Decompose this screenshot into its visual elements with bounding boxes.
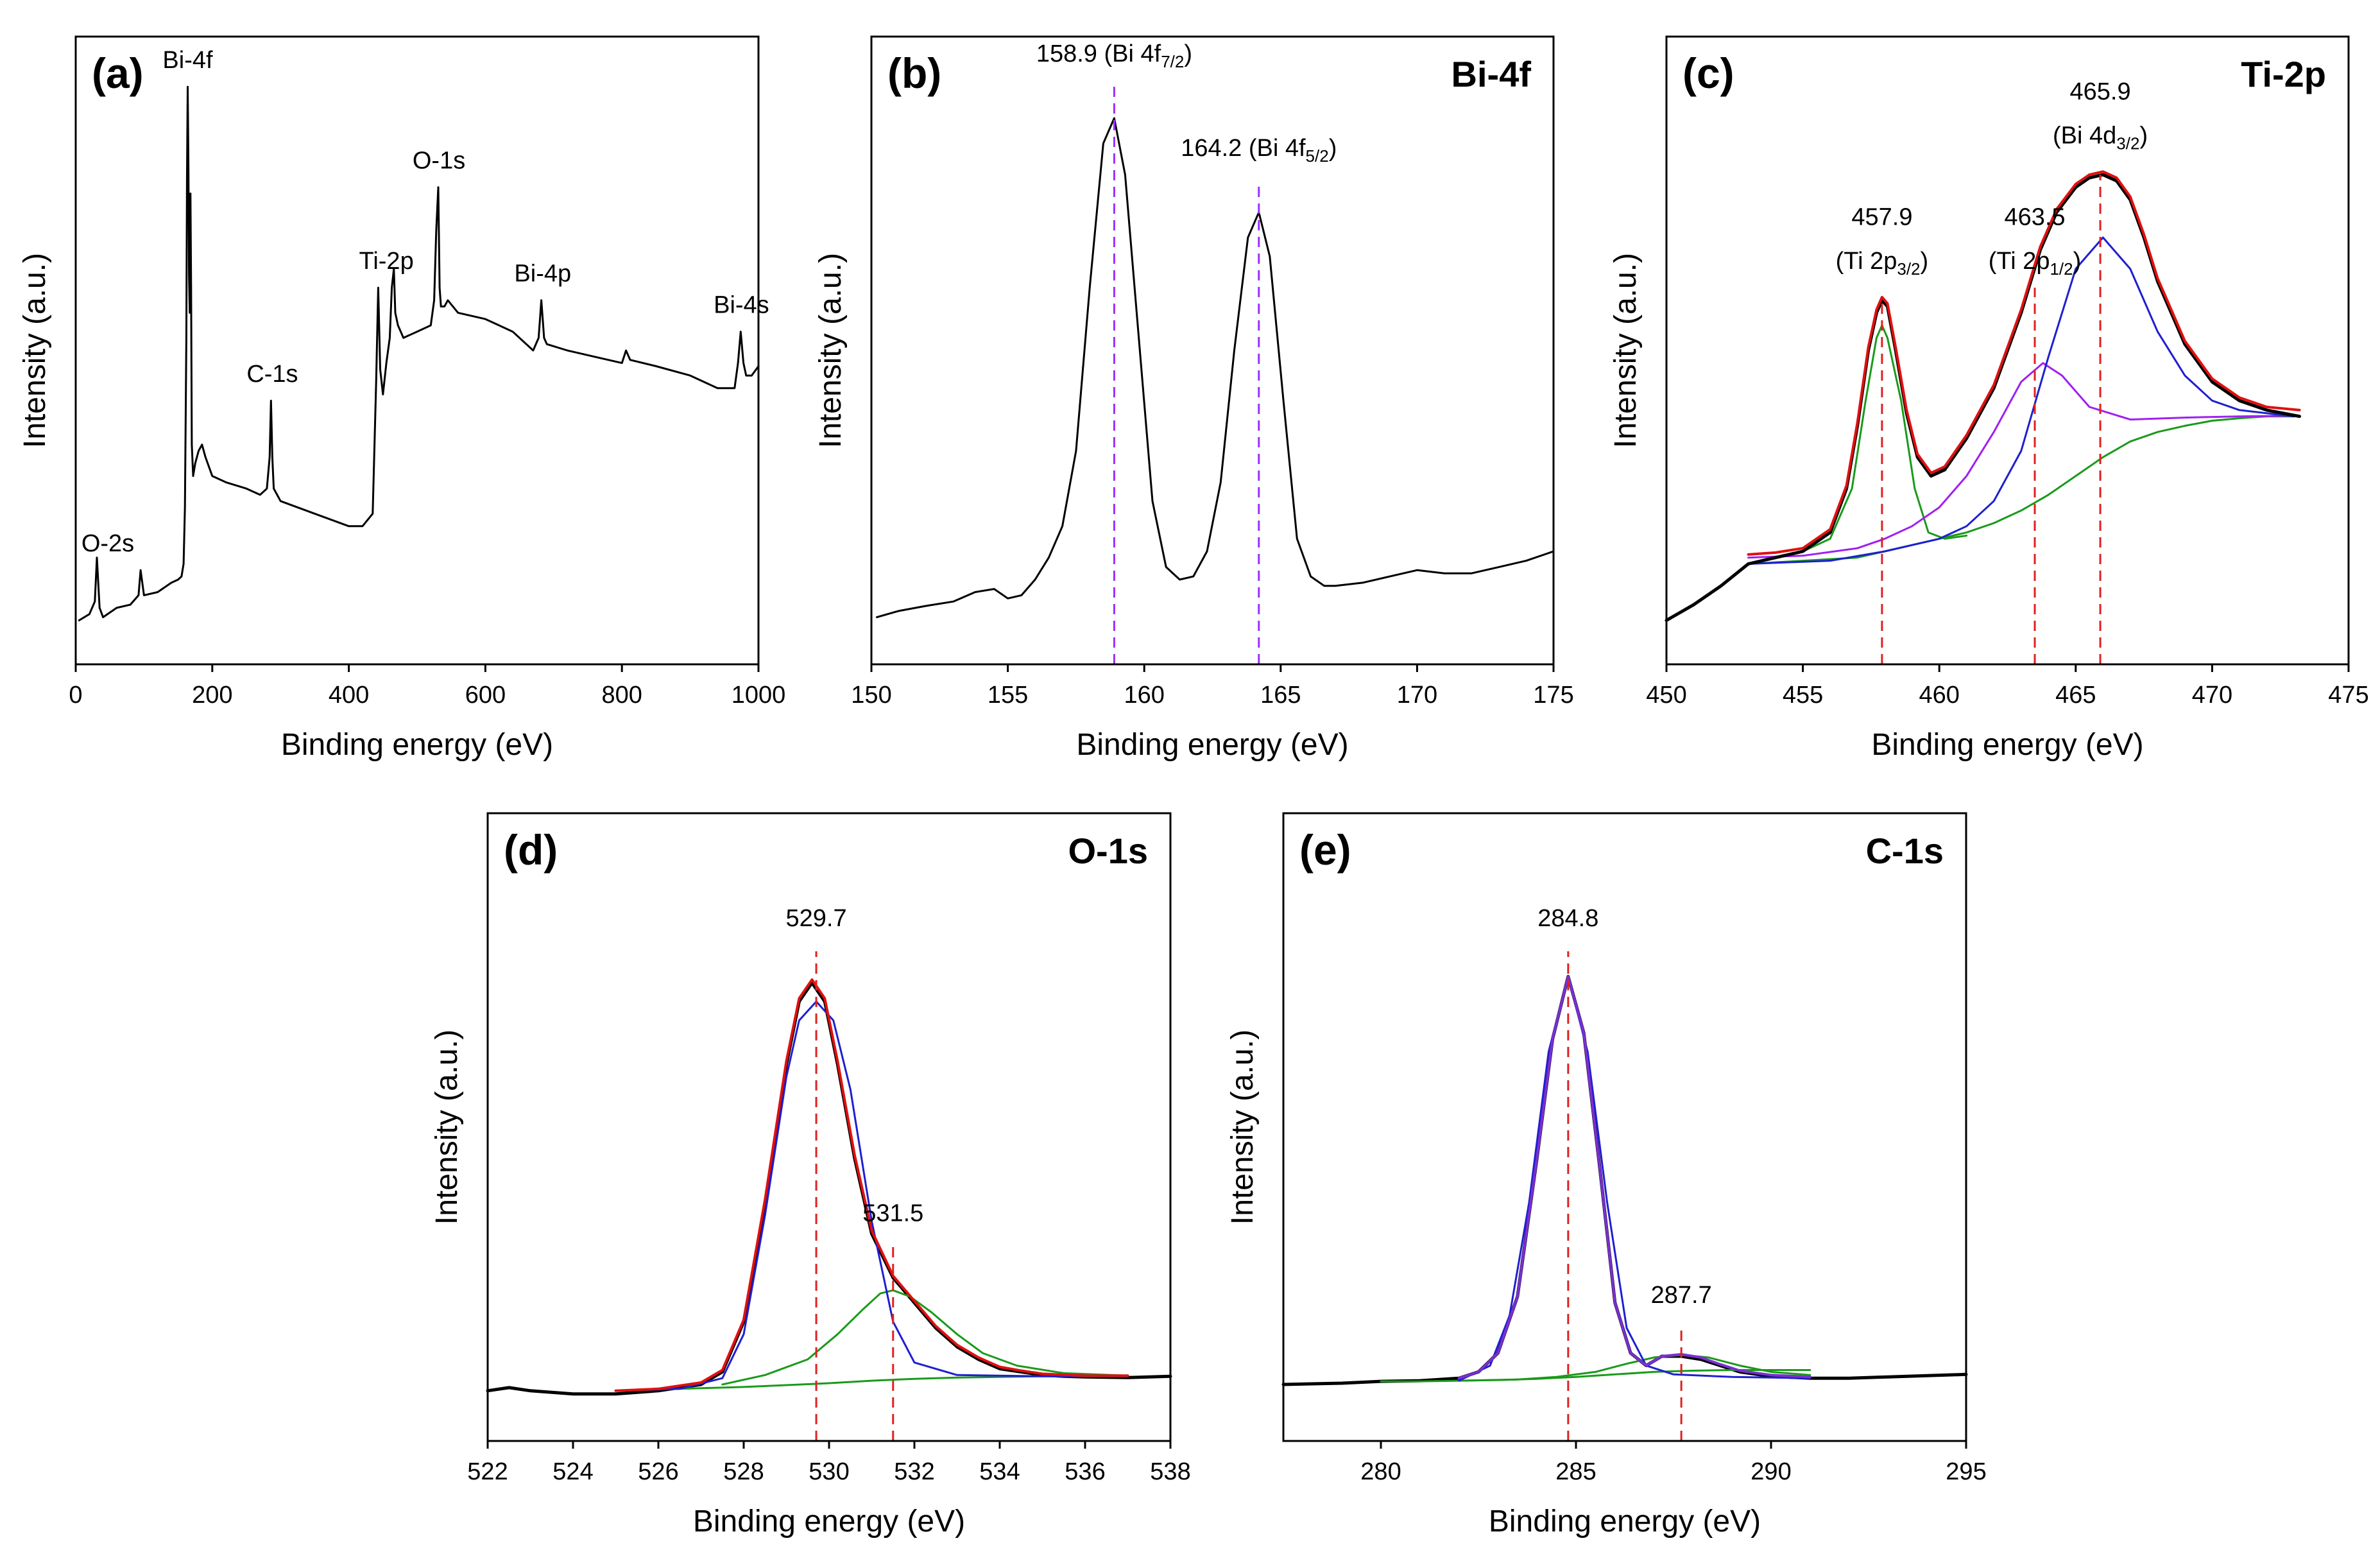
plot-frame [74,35,760,666]
element-peak-label: C-1s [246,361,298,388]
series-ti-2p3-2-component [1802,324,1968,553]
x-tick-label: 155 [988,682,1028,709]
series-fitted-envelope [1747,170,2301,556]
series-529-7-component [615,1000,1129,1392]
series-raw-data [486,981,1172,1396]
x-tick-label: 290 [1751,1458,1791,1485]
panel-label: (b) [887,49,941,97]
element-peak-label: Bi-4f [162,47,213,74]
x-axis-label: Binding energy (eV) [281,728,553,762]
plot-frame [1282,812,1967,1442]
peak-label: 465.9 [2070,78,2131,105]
element-peak-label: O-1s [413,147,465,174]
peak-label: 284.8 [1537,905,1598,932]
x-tick-label: 532 [894,1458,934,1485]
series-raw-data [1281,974,1968,1386]
x-tick-label: 160 [1124,682,1164,709]
core-level-title: Bi-4f [1451,54,1532,94]
series-ti-2p1-2-component [1747,362,2295,559]
series-284-8-component [1458,975,1811,1382]
series-bi-4d3-2-component [1747,236,2295,565]
x-tick-label: 0 [69,682,82,709]
x-tick-label: 280 [1360,1458,1401,1485]
x-tick-label: 175 [1533,682,1573,709]
x-tick-label: 538 [1150,1458,1190,1485]
x-tick-label: 150 [851,682,891,709]
x-axis-label: Binding energy (eV) [1871,728,2143,762]
x-axis-label: Binding energy (eV) [693,1505,965,1539]
x-tick-label: 526 [638,1458,678,1485]
peak-label: 158.9 (Bi 4f7/2) [1036,40,1192,71]
x-tick-label: 170 [1397,682,1437,709]
x-tick-label: 600 [465,682,506,709]
core-level-title: Ti-2p [2241,54,2326,94]
x-axis-label: Binding energy (eV) [1489,1505,1761,1539]
y-axis-label: Intensity (a.u.) [18,253,52,448]
series-fitted-envelope [614,978,1129,1392]
peak-label: 531.5 [862,1200,923,1227]
series-shirley-background [1747,415,2295,565]
element-peak-label: O-2s [81,530,134,557]
plot-frame [1665,35,2350,666]
x-tick-label: 450 [1646,682,1686,709]
panel-label: (c) [1682,49,1734,97]
series-287-7-component [1458,1354,1811,1382]
x-axis-label: Binding energy (eV) [1076,728,1348,762]
y-axis-label: Intensity (a.u.) [1226,1030,1260,1225]
element-peak-label: Bi-4s [714,291,769,318]
series-survey [78,85,760,621]
element-peak-label: Ti-2p [359,248,414,275]
panel-label: (e) [1299,826,1351,874]
x-tick-label: 528 [723,1458,764,1485]
x-tick-label: 536 [1065,1458,1105,1485]
x-tick-label: 200 [192,682,232,709]
panel-d: 529.7 531.5 522 524 526 528 530 532 534 536 538 Bin… [430,812,1191,1539]
element-peak-label: Bi-4p [514,260,571,287]
x-tick-label: 475 [2328,682,2368,709]
y-axis-label: Intensity (a.u.) [430,1030,464,1225]
x-tick-label: 522 [467,1458,508,1485]
panel-b: 158.9 (Bi 4f7/2) 164.2 (Bi 4f5/2) 150 155 16… [814,35,1574,762]
peak-label: 463.5 [2004,203,2065,230]
series-bi-4f-spectrum [876,117,1555,619]
x-tick-label: 295 [1946,1458,1986,1485]
panel-e: 284.8 287.7 280 285 290 295 Binding energy (eV… [1226,812,1987,1539]
panel-a: O-2s Bi-4f C-1s Ti-2p O-1s Bi-4p Bi-4s 0 200 400 6… [18,35,786,762]
x-tick-label: 465 [2055,682,2096,709]
core-level-title: O-1s [1068,831,1149,871]
panel-label: (d) [504,826,558,874]
x-tick-label: 1000 [732,682,786,709]
core-level-title: C-1s [1866,831,1944,871]
x-tick-label: 800 [601,682,642,709]
x-tick-label: 530 [809,1458,849,1485]
x-tick-label: 470 [2192,682,2232,709]
panel-c: 457.9 (Ti 2p3/2) 463.5 (Ti 2p1/2) 465.9 (Bi 4… [1609,35,2369,762]
x-tick-label: 534 [979,1458,1020,1485]
panel-label: (a) [92,49,144,97]
peak-label: 287.7 [1651,1282,1712,1309]
series-fitted-envelope [1457,975,1811,1380]
x-tick-label: 460 [1919,682,1959,709]
y-axis-label: Intensity (a.u.) [1609,253,1643,448]
peak-label: 457.9 [1851,203,1912,230]
peak-label: 164.2 (Bi 4f5/2) [1181,135,1337,166]
peak-assignment-label: (Ti 2p1/2) [1989,248,2082,279]
x-tick-label: 285 [1555,1458,1596,1485]
plot-frame [870,35,1555,666]
x-tick-label: 165 [1260,682,1301,709]
x-tick-label: 455 [1783,682,1823,709]
y-axis-label: Intensity (a.u.) [814,253,848,448]
x-tick-label: 524 [552,1458,593,1485]
peak-label: 529.7 [786,905,847,932]
series-531-5-component [721,1289,1129,1386]
peak-assignment-label: (Bi 4d3/2) [2053,122,2148,153]
x-tick-label: 400 [329,682,369,709]
peak-assignment-label: (Ti 2p3/2) [1836,248,1929,279]
